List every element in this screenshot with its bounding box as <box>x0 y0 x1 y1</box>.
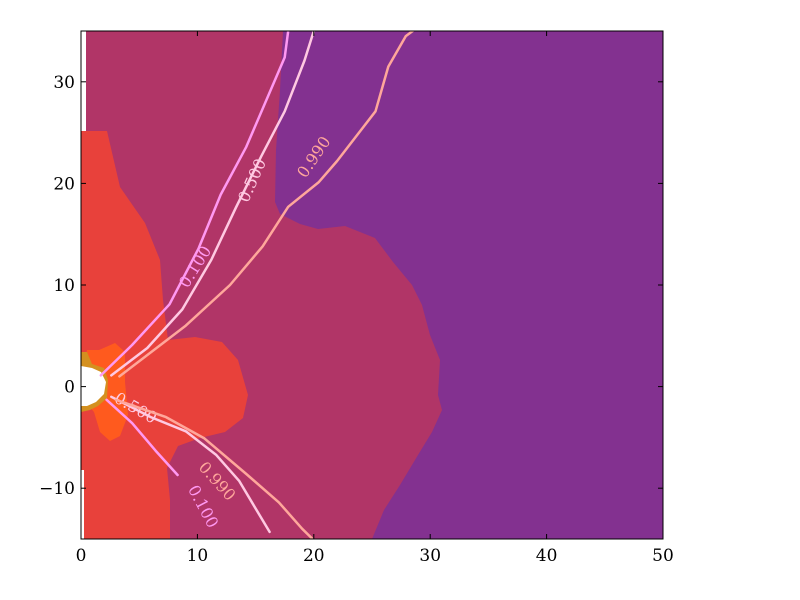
x-tick-label-0: 0 <box>76 546 87 566</box>
contour-line-0_99-upper <box>118 31 414 378</box>
contour-line-0_5-lower <box>110 395 271 534</box>
x-tick-label-2: 20 <box>303 546 325 566</box>
edge-mask-upper <box>81 31 86 131</box>
contour-line-0_99-lower <box>114 398 314 539</box>
contour-line-0_5-upper <box>110 31 316 377</box>
contour-line-0_1-upper <box>99 31 290 377</box>
axes: 0 10 20 30 40 50 −10 0 10 20 30 <box>39 31 674 566</box>
edge-mask-lower <box>81 470 84 539</box>
filled-region-red <box>81 131 248 539</box>
x-tick-label-3: 30 <box>419 546 441 566</box>
y-tick-label-1: 0 <box>64 378 75 398</box>
contour-line-0_1-lower <box>105 398 179 477</box>
x-tick-label-4: 40 <box>536 546 558 566</box>
y-tick-label-0: −10 <box>39 479 75 499</box>
y-tick-label-3: 20 <box>53 174 75 194</box>
y-tick-label-4: 30 <box>53 73 75 93</box>
x-tick-label-5: 50 <box>652 546 674 566</box>
x-tick-label-1: 10 <box>187 546 209 566</box>
y-tick-label-2: 10 <box>53 276 75 296</box>
